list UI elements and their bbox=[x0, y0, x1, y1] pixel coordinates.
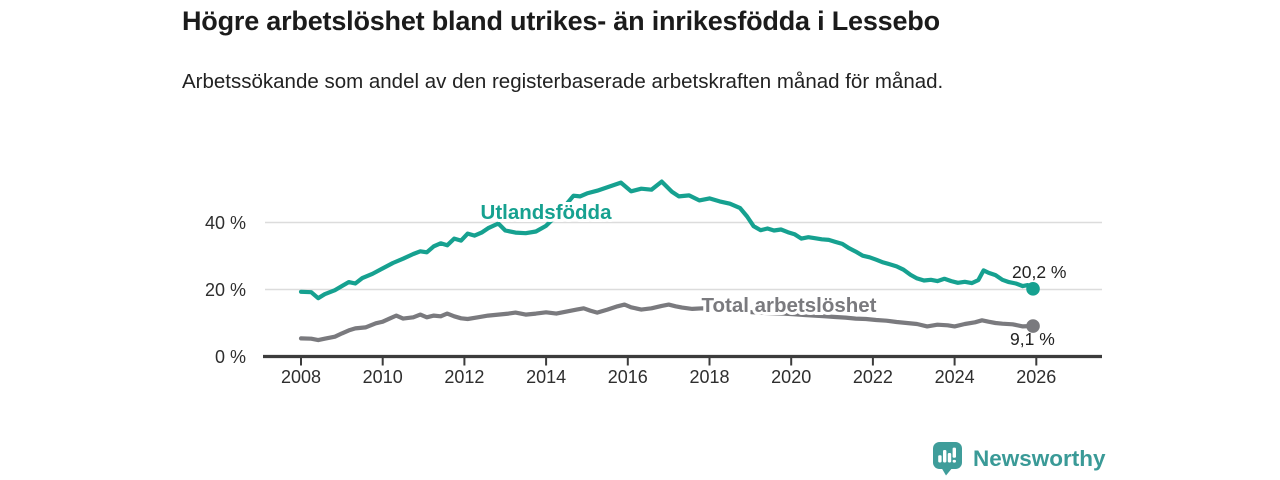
y-tick-label-20: 20 % bbox=[205, 280, 246, 300]
series-label-total-arbetsloshet: Total arbetslöshet bbox=[701, 294, 876, 317]
x-tick-label-2014: 2014 bbox=[526, 367, 566, 387]
x-tick-label-2026: 2026 bbox=[1016, 367, 1056, 387]
gridlines bbox=[265, 221, 1102, 291]
series-line-0 bbox=[298, 179, 1036, 301]
page-title: Högre arbetslöshet bland utrikes- än inr… bbox=[182, 6, 940, 36]
x-tick-label-2024: 2024 bbox=[935, 367, 975, 387]
end-value-label-total: 9,1 % bbox=[1010, 329, 1055, 349]
newsworthy-logo: Newsworthy bbox=[932, 441, 1106, 476]
x-tick-label-2016: 2016 bbox=[608, 367, 648, 387]
series-lines bbox=[298, 179, 1036, 343]
page-subtitle: Arbetssökande som andel av den registerb… bbox=[182, 70, 944, 93]
brand-name: Newsworthy bbox=[973, 445, 1106, 471]
x-tick-label-2018: 2018 bbox=[689, 367, 729, 387]
x-axis-tick-labels: 2008 2010 2012 2014 2016 2018 2020 2022 2024 2026 bbox=[281, 367, 1056, 387]
series-end-dots bbox=[1026, 282, 1040, 333]
x-axis bbox=[263, 354, 1102, 366]
newsworthy-speech-bubble-bar-chart-icon bbox=[933, 442, 962, 476]
series-label-utlandsfodda: Utlandsfödda bbox=[481, 201, 613, 224]
end-value-label-utlandsfodda: 20,2 % bbox=[1012, 262, 1066, 282]
x-tick-label-2020: 2020 bbox=[771, 367, 811, 387]
x-tick-label-2012: 2012 bbox=[444, 367, 484, 387]
x-tick-label-2010: 2010 bbox=[363, 367, 403, 387]
x-tick-label-2008: 2008 bbox=[281, 367, 321, 387]
series-line-1 bbox=[298, 302, 1036, 343]
y-tick-label-40: 40 % bbox=[205, 213, 246, 233]
x-tick-label-2022: 2022 bbox=[853, 367, 893, 387]
series-end-dot-0 bbox=[1026, 282, 1040, 296]
series-end-dot-1 bbox=[1026, 319, 1040, 333]
y-axis-tick-labels: 0 % 20 % 40 % bbox=[205, 213, 246, 367]
y-tick-label-0: 0 % bbox=[215, 347, 246, 367]
